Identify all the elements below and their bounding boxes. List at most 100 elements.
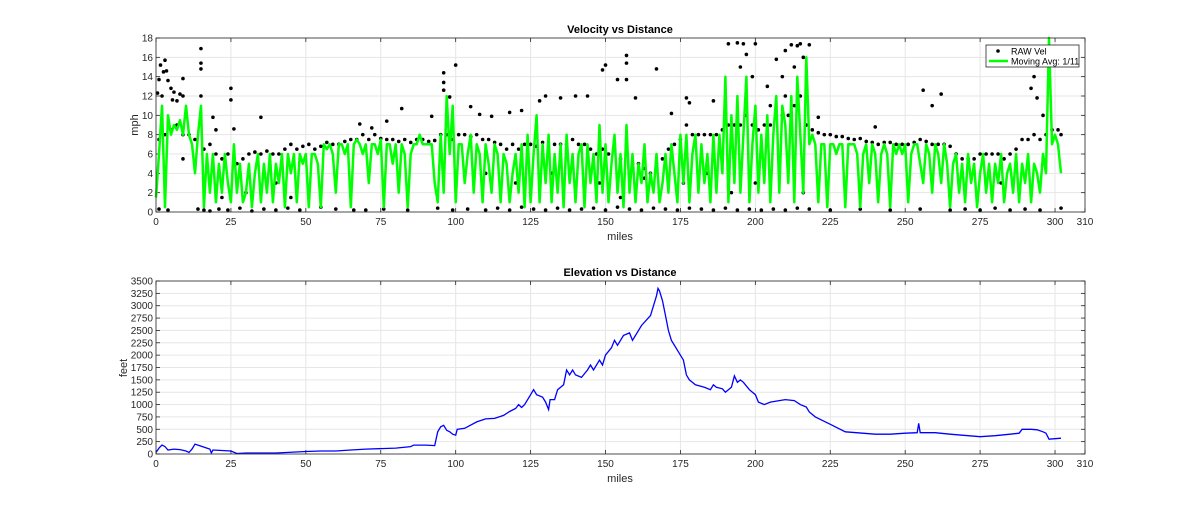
raw-velocity-point xyxy=(828,132,833,137)
raw-velocity-point xyxy=(1014,147,1018,151)
velocity-x-tick-label: 0 xyxy=(153,217,159,228)
raw-velocity-point xyxy=(834,134,839,139)
elevation-y-tick-label: 3000 xyxy=(131,301,154,312)
raw-velocity-point xyxy=(298,208,302,212)
raw-velocity-point xyxy=(615,77,620,82)
raw-velocity-point xyxy=(489,114,494,119)
raw-velocity-point xyxy=(384,137,389,142)
elevation-x-tick-label: 200 xyxy=(747,459,764,470)
raw-velocity-point xyxy=(624,61,629,65)
raw-velocity-point xyxy=(229,98,233,102)
raw-velocity-point xyxy=(588,147,593,151)
raw-velocity-point xyxy=(1038,208,1042,212)
velocity-x-tick-label: 150 xyxy=(597,217,614,228)
raw-velocity-point xyxy=(163,58,167,63)
raw-velocity-point xyxy=(262,207,266,211)
raw-velocity-point xyxy=(978,152,982,156)
raw-velocity-point xyxy=(158,63,163,67)
raw-velocity-point xyxy=(399,106,404,111)
raw-velocity-point xyxy=(741,42,746,46)
raw-velocity-point xyxy=(357,122,362,126)
raw-velocity-point xyxy=(1026,137,1030,142)
raw-velocity-point xyxy=(435,206,440,210)
raw-velocity-point xyxy=(765,84,770,89)
raw-velocity-point xyxy=(768,123,773,127)
raw-velocity-point xyxy=(170,98,175,102)
velocity-x-axis-label: miles xyxy=(607,231,633,243)
raw-velocity-point xyxy=(453,63,458,67)
raw-velocity-point xyxy=(447,95,452,99)
raw-velocity-point xyxy=(289,195,293,200)
raw-velocity-point xyxy=(274,208,278,212)
raw-velocity-point xyxy=(627,207,632,211)
raw-velocity-point xyxy=(597,181,602,185)
raw-velocity-point xyxy=(786,113,791,118)
raw-velocity-point xyxy=(795,206,800,210)
velocity-y-tick-label: 10 xyxy=(142,111,154,122)
raw-velocity-point xyxy=(690,132,695,137)
raw-velocity-point xyxy=(238,206,242,210)
velocity-x-tick-label: 175 xyxy=(672,217,689,228)
elevation-y-tick-label: 1250 xyxy=(131,388,154,399)
elevation-x-tick-label: 75 xyxy=(375,459,387,470)
raw-velocity-point xyxy=(456,132,461,137)
elevation-x-tick-label: 275 xyxy=(972,459,989,470)
raw-velocity-point xyxy=(816,130,821,135)
raw-velocity-point xyxy=(1059,206,1063,210)
velocity-x-tick-label: 50 xyxy=(300,217,312,228)
raw-velocity-point xyxy=(426,139,431,144)
raw-velocity-point xyxy=(714,132,719,137)
raw-velocity-point xyxy=(265,149,269,153)
raw-velocity-point xyxy=(615,205,620,209)
raw-velocity-point xyxy=(729,190,734,195)
velocity-x-tick-label: 100 xyxy=(447,217,464,228)
elevation-y-tick-label: 500 xyxy=(136,425,153,436)
raw-velocity-point xyxy=(990,152,994,156)
raw-velocity-point xyxy=(807,42,812,47)
raw-velocity-point xyxy=(672,142,677,147)
velocity-y-tick-label: 16 xyxy=(142,53,154,64)
raw-velocity-point xyxy=(178,92,182,96)
velocity-x-tick-label: 125 xyxy=(522,217,539,228)
raw-velocity-point xyxy=(585,94,590,98)
elevation-chart-title: Elevation vs Distance xyxy=(563,267,676,279)
raw-velocity-point xyxy=(726,42,731,46)
velocity-y-tick-label: 6 xyxy=(147,150,153,161)
raw-velocity-point xyxy=(519,108,524,113)
raw-velocity-point xyxy=(286,206,290,210)
raw-velocity-point xyxy=(432,138,437,143)
raw-velocity-point xyxy=(301,144,305,149)
raw-velocity-point xyxy=(1059,132,1063,137)
raw-velocity-point xyxy=(603,208,608,212)
raw-velocity-point xyxy=(429,114,434,119)
raw-velocity-point xyxy=(774,57,779,62)
elevation-x-tick-label: 310 xyxy=(1077,459,1094,470)
elevation-axes-box xyxy=(155,280,1086,455)
raw-velocity-point xyxy=(591,206,596,210)
raw-velocity-point xyxy=(351,208,356,212)
velocity-y-tick-label: 8 xyxy=(147,130,153,141)
velocity-x-tick-label: 250 xyxy=(897,217,914,228)
velocity-x-tick-label: 25 xyxy=(225,217,237,228)
raw-velocity-point xyxy=(381,207,386,211)
raw-velocity-point xyxy=(993,206,997,210)
raw-velocity-point xyxy=(480,137,485,142)
elevation-x-tick-label: 225 xyxy=(822,459,839,470)
raw-velocity-point xyxy=(1038,137,1042,142)
raw-velocity-point xyxy=(936,142,940,147)
raw-velocity-point xyxy=(684,96,689,100)
raw-velocity-point xyxy=(214,128,218,132)
raw-velocity-point xyxy=(372,132,377,137)
raw-velocity-point xyxy=(669,111,674,116)
raw-velocity-point xyxy=(199,67,203,71)
raw-velocity-point xyxy=(325,140,329,145)
raw-velocity-point xyxy=(753,42,758,46)
raw-velocity-point xyxy=(507,208,512,212)
raw-velocity-point xyxy=(840,134,845,139)
raw-velocity-point xyxy=(1023,207,1027,211)
raw-velocity-point xyxy=(199,94,203,98)
raw-velocity-point xyxy=(319,144,323,149)
raw-velocity-point xyxy=(822,132,827,137)
raw-velocity-point xyxy=(495,206,500,210)
raw-velocity-point xyxy=(161,70,166,74)
